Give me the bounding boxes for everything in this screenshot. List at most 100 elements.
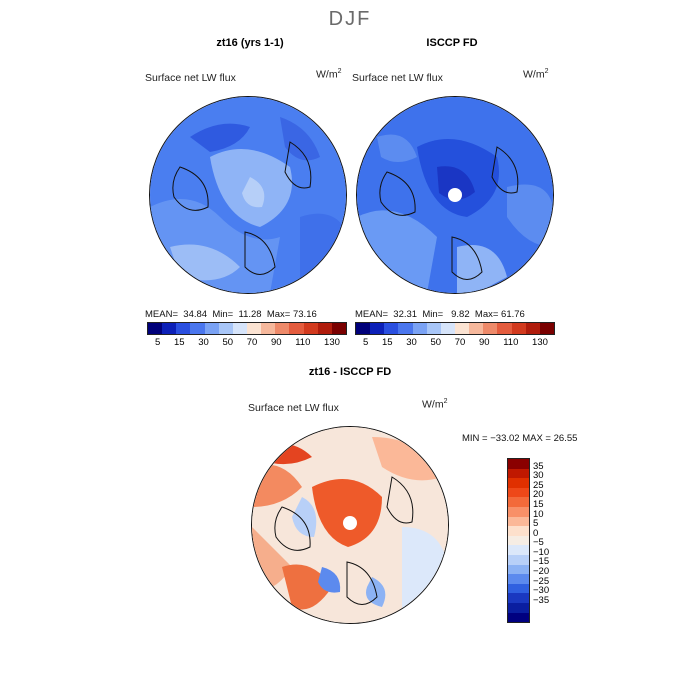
colorbar-swatch bbox=[426, 323, 441, 334]
panel-1-mean-value: 34.84 bbox=[183, 309, 208, 320]
panel-1-polar-map bbox=[149, 96, 347, 294]
colorbar-swatch bbox=[508, 487, 529, 498]
colorbar-swatch bbox=[511, 323, 526, 334]
panel-3-units-exp: 2 bbox=[443, 398, 448, 405]
panel-1-title: zt16 (yrs 1-1) bbox=[216, 37, 284, 49]
colorbar-swatch bbox=[232, 323, 247, 334]
colorbar-swatch bbox=[497, 323, 512, 334]
colorbar-swatch bbox=[539, 323, 554, 334]
colorbar-swatch bbox=[289, 323, 304, 334]
panel-3-variable-label: Surface net LW flux bbox=[248, 402, 339, 414]
panel-3-colorbar-ticks: 35 30 25 20 15 10 5 0 −5 −10 −15 −20 −25 −30 −35 bbox=[533, 458, 573, 621]
panel-1-units-exp: 2 bbox=[337, 68, 342, 75]
colorbar-tick-label: 30 bbox=[198, 337, 209, 348]
colorbar-swatch bbox=[384, 323, 399, 334]
panel-2-polar-map bbox=[356, 96, 554, 294]
colorbar-swatch bbox=[508, 612, 529, 623]
colorbar-swatch bbox=[190, 323, 205, 334]
colorbar-tick-label: 20 bbox=[533, 489, 544, 501]
panel-1-mean-label: MEAN= bbox=[145, 309, 178, 320]
colorbar-tick-label: 110 bbox=[295, 337, 311, 348]
colorbar-swatch bbox=[317, 323, 332, 334]
colorbar-tick-label: 15 bbox=[533, 498, 544, 510]
colorbar-swatch bbox=[176, 323, 191, 334]
colorbar-tick-label: 70 bbox=[454, 337, 466, 348]
colorbar-swatch bbox=[508, 545, 529, 555]
panel-3-polar-map bbox=[251, 426, 449, 624]
colorbar-swatch bbox=[525, 323, 540, 334]
colorbar-tick-label: 15 bbox=[173, 337, 185, 348]
colorbar-tick-label: 90 bbox=[270, 337, 282, 348]
colorbar-swatch bbox=[508, 459, 529, 469]
panel-1-colorbar-ticks: 5 15 30 50 70 90 110 130 bbox=[155, 337, 340, 348]
panel-2-mean-value: 32.31 bbox=[393, 309, 418, 320]
panel-2-max-value: 61.76 bbox=[501, 309, 525, 320]
colorbar-tick-label: 30 bbox=[406, 337, 417, 348]
colorbar-swatch bbox=[412, 323, 427, 334]
colorbar-swatch bbox=[508, 554, 529, 565]
colorbar-swatch bbox=[370, 323, 385, 334]
panel-2-min-value: 9.82 bbox=[451, 309, 470, 320]
colorbar-swatch bbox=[508, 526, 529, 536]
colorbar-swatch bbox=[218, 323, 233, 334]
colorbar-swatch bbox=[508, 516, 529, 527]
colorbar-tick-label: −20 bbox=[533, 566, 550, 578]
colorbar-swatch bbox=[469, 323, 484, 334]
colorbar-swatch bbox=[204, 323, 219, 334]
panel-1-stats: MEAN= 34.84 Min= 11.28 Max= 73.16 bbox=[145, 309, 317, 320]
panel-3-stats: MIN = −33.02 MAX = 26.55 bbox=[462, 433, 578, 444]
colorbar-swatch bbox=[508, 574, 529, 584]
colorbar-swatch bbox=[303, 323, 318, 334]
panel-3-colorbar bbox=[507, 458, 530, 623]
panel-3-units: W/m2 bbox=[422, 398, 447, 411]
colorbar-swatch bbox=[261, 323, 276, 334]
panel-2-colorbar-ticks: 5 15 30 50 70 90 110 130 bbox=[363, 337, 548, 348]
panel-2-units-exp: 2 bbox=[544, 68, 549, 75]
colorbar-tick-label: 15 bbox=[381, 337, 393, 348]
panel-2-stats: MEAN= 32.31 Min= 9.82 Max= 61.76 bbox=[355, 309, 525, 320]
panel-1-max-value: 73.16 bbox=[292, 309, 317, 320]
panel-3-title: zt16 - ISCCP FD bbox=[308, 366, 392, 378]
panel-2-mean-label: MEAN= bbox=[355, 309, 388, 320]
colorbar-swatch bbox=[508, 506, 529, 517]
colorbar-swatch bbox=[440, 323, 455, 334]
colorbar-tick-label: −10 bbox=[533, 546, 550, 558]
panel-1-units: W/m2 bbox=[316, 68, 341, 81]
colorbar-tick-label: 110 bbox=[503, 337, 519, 348]
colorbar-tick-label: −25 bbox=[533, 575, 550, 587]
colorbar-tick-label: 0 bbox=[533, 527, 539, 539]
colorbar-swatch bbox=[275, 323, 290, 334]
panel-1-max-label: Max= bbox=[266, 309, 291, 320]
panel-2-colorbar bbox=[355, 322, 555, 335]
colorbar-swatch bbox=[508, 468, 529, 479]
colorbar-tick-label: 10 bbox=[533, 508, 544, 520]
panel-2-max-label: Max= bbox=[474, 309, 499, 320]
colorbar-swatch bbox=[356, 323, 371, 334]
colorbar-tick-label: 5 bbox=[363, 337, 369, 348]
colorbar-swatch bbox=[162, 323, 177, 334]
colorbar-swatch bbox=[508, 535, 529, 546]
panel-1-colorbar bbox=[147, 322, 347, 335]
colorbar-swatch bbox=[454, 323, 470, 334]
colorbar-tick-label: −15 bbox=[533, 556, 550, 568]
colorbar-tick-label: −5 bbox=[533, 537, 544, 549]
panel-2-min-label: Min= bbox=[422, 309, 444, 320]
colorbar-tick-label: −30 bbox=[533, 585, 550, 597]
colorbar-tick-label: 50 bbox=[222, 337, 234, 348]
panel-2-units-base: W/m bbox=[523, 68, 545, 81]
colorbar-swatch bbox=[483, 323, 498, 334]
colorbar-swatch bbox=[331, 323, 346, 334]
colorbar-tick-label: 5 bbox=[155, 337, 161, 348]
colorbar-tick-label: −35 bbox=[533, 594, 550, 606]
panel-2-variable-label: Surface net LW flux bbox=[352, 72, 443, 84]
colorbar-tick-label: 90 bbox=[478, 337, 490, 348]
panel-1-min-label: Min= bbox=[212, 309, 234, 320]
panel-1-units-base: W/m bbox=[316, 68, 338, 81]
colorbar-swatch bbox=[398, 323, 413, 334]
panel-2-units: W/m2 bbox=[523, 68, 548, 81]
colorbar-swatch bbox=[508, 583, 529, 594]
colorbar-swatch bbox=[246, 323, 262, 334]
colorbar-tick-label: 30 bbox=[533, 470, 544, 482]
panel-1-min-value: 11.28 bbox=[238, 309, 262, 320]
panel-1-variable-label: Surface net LW flux bbox=[145, 72, 236, 84]
